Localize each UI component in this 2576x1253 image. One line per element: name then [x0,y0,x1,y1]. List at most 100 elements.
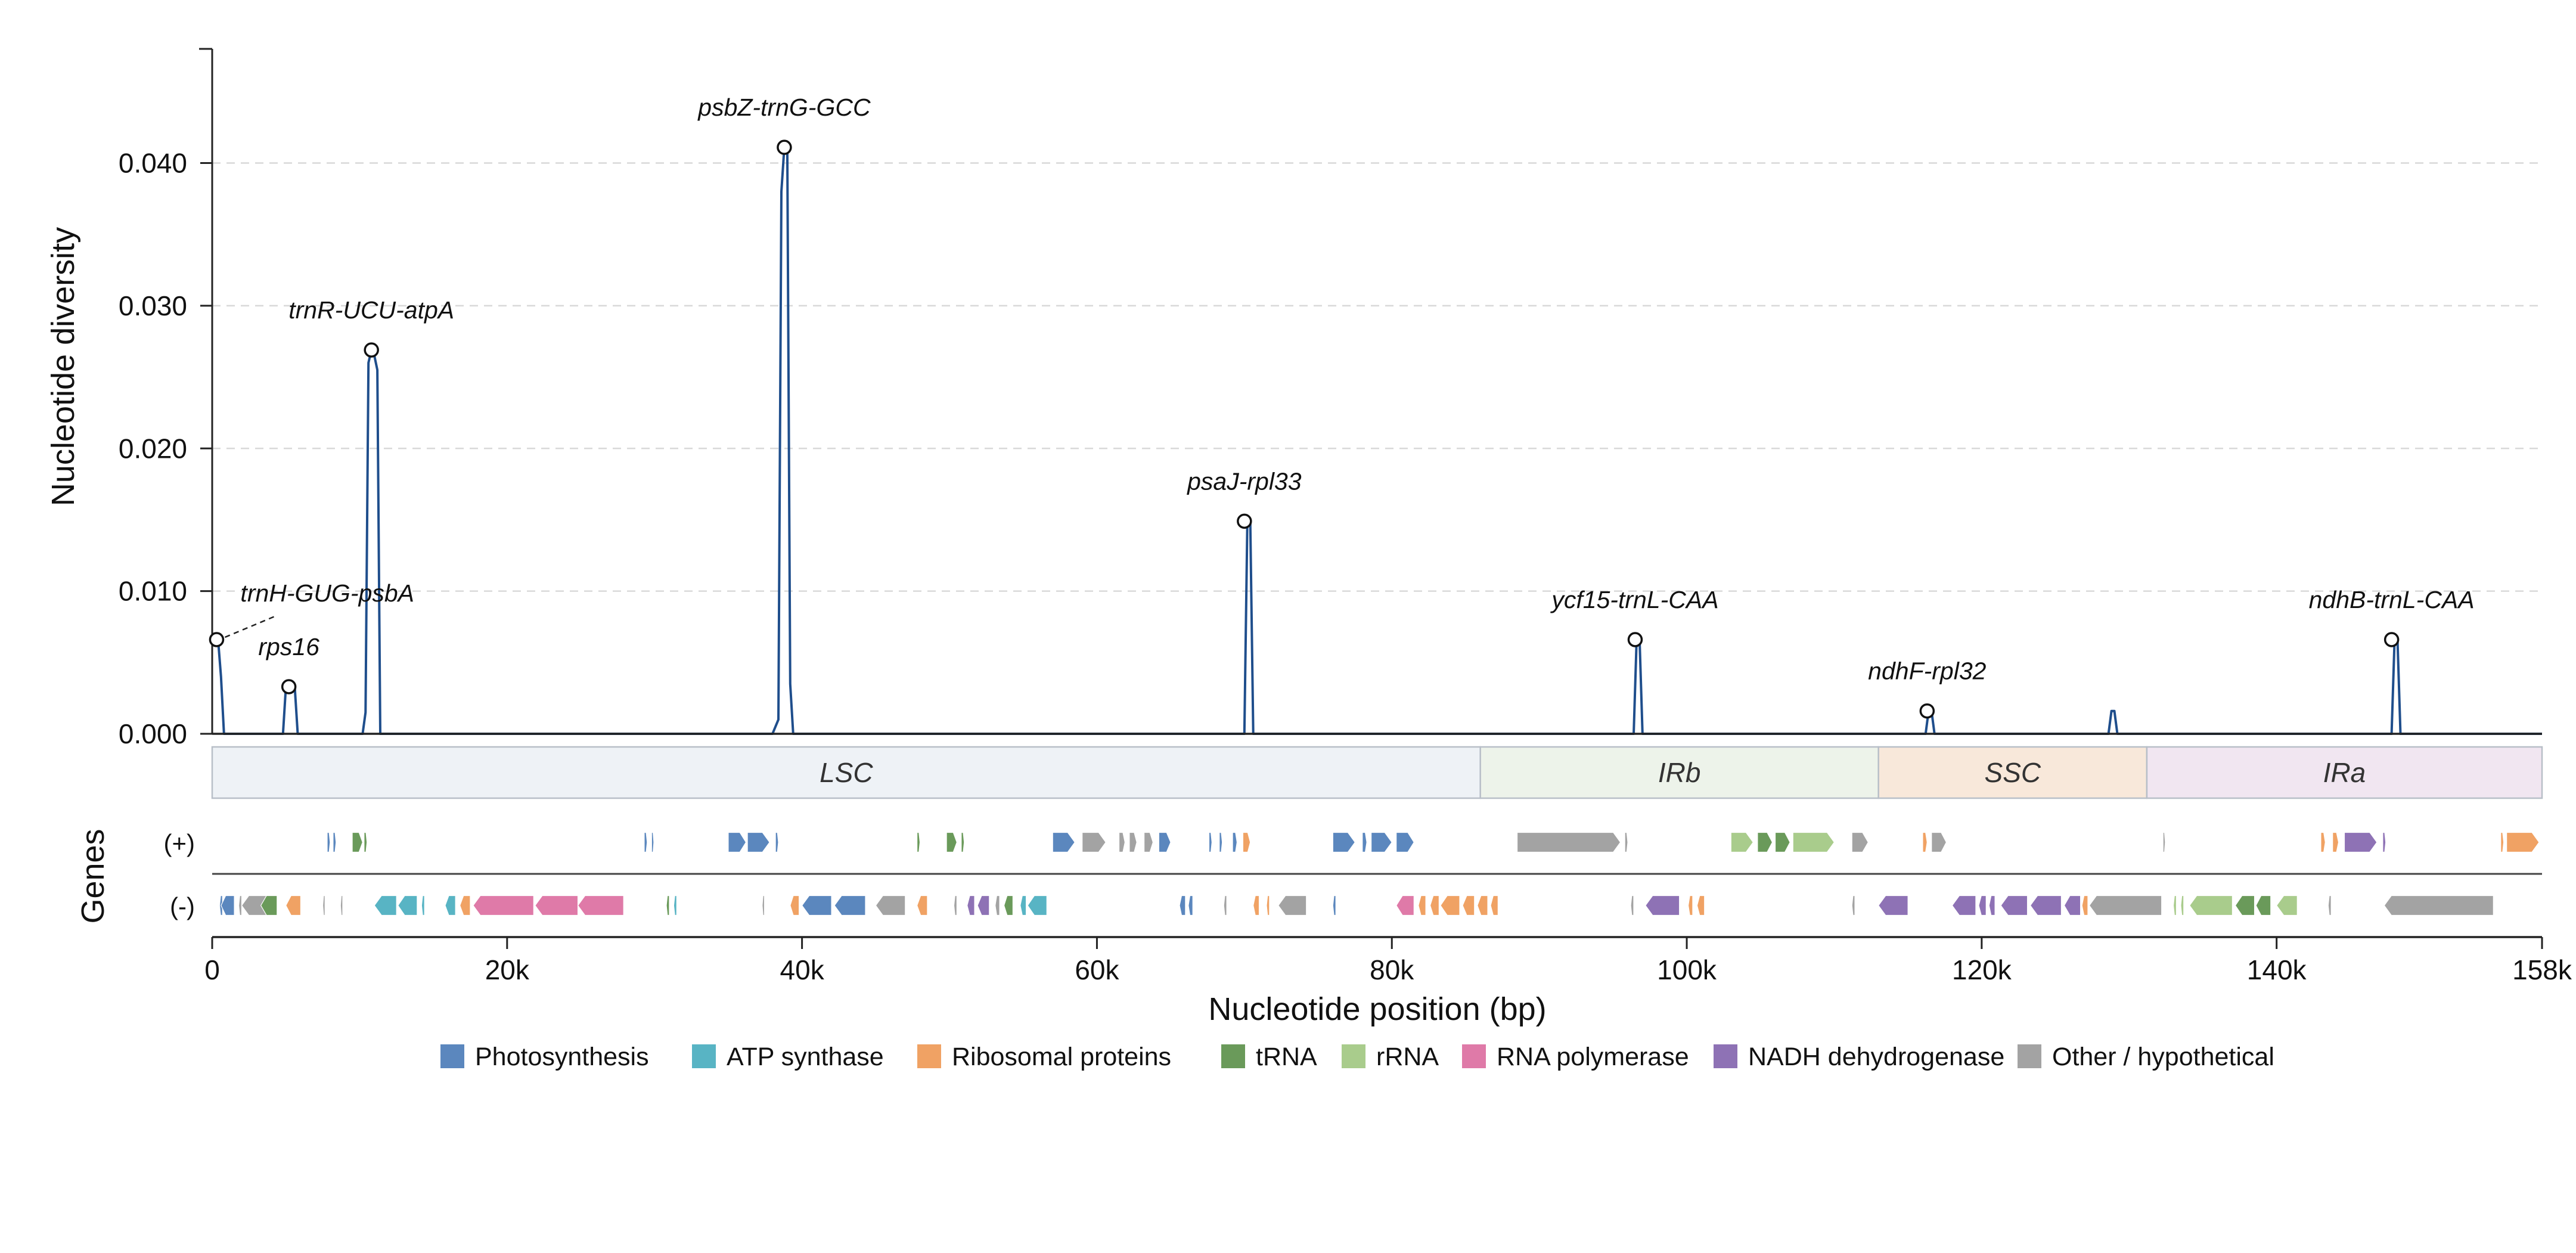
gene-ribo [1429,895,1440,916]
gene-photo [747,832,770,853]
plus-strand-label: (+) [164,829,195,857]
gene-rnap [535,895,579,916]
y-tick-label: 0.040 [119,148,187,179]
legend-swatch [1221,1044,1245,1068]
gene-other [1851,895,1855,916]
legend-label: Photosynthesis [475,1043,649,1071]
gene-other [875,895,906,916]
gene-trna [1757,832,1773,853]
y-axis-title: Nucleotide diversity [45,227,81,506]
minus-strand-label: (-) [170,892,195,920]
gene-track-title: Genes [75,829,111,923]
region-label: LSC [820,757,873,788]
peak-label: rps16 [258,633,319,660]
gene-photo [1208,832,1213,853]
gene-photo [1371,832,1392,853]
gene-photo [1332,895,1336,916]
gene-trna [2234,895,2255,916]
legend-label: NADH dehydrogenase [1748,1043,2004,1071]
gene-ribo [916,895,928,916]
gene-trna [2255,895,2271,916]
gene-other [1223,895,1227,916]
gene-rrna [2180,895,2184,916]
region-lsc [211,746,1481,799]
peak-label: ndhF-rpl32 [1868,657,1986,685]
gene-nadh [2063,895,2081,916]
legend-swatch [1462,1044,1486,1068]
gene-nadh [977,895,990,916]
peak-label: ndhB-trnL-CAA [2309,586,2475,613]
gene-atp [445,895,456,916]
legend-item: NADH dehydrogenase [1714,1043,2004,1071]
gene-other [995,895,1000,916]
gene-ribo [1687,895,1693,916]
gene-ribo [1696,895,1705,916]
gene-atp [673,895,677,916]
legend-item: ATP synthase [692,1043,884,1071]
gene-rnap [1395,895,1414,916]
gene-other [1144,832,1154,853]
gene-ribo [1490,895,1498,916]
gene-photo [1158,832,1171,853]
gene-ribo [2320,832,2326,853]
gene-other [1851,832,1869,853]
x-tick-label: 140k [2247,954,2307,985]
legend: Photosynthesis ATP synthase Ribosomal prot… [440,1043,2274,1071]
gene-photo [1332,832,1356,853]
gene-ribo [1440,895,1460,916]
gene-photo [333,832,337,853]
gene-ribo [1266,895,1270,916]
gene-trna [352,832,363,853]
region-ira [2146,746,2543,799]
gene-ribo [1418,895,1426,916]
peak-marker [1237,513,1252,529]
gene-atp [398,895,418,916]
legend-swatch [917,1044,941,1068]
legend-label: Other / hypothetical [2052,1043,2274,1071]
peak-label: trnR-UCU-atpA [288,296,454,324]
region-label: SSC [1985,757,2041,788]
gene-other [2088,895,2162,916]
gene-photo [1188,895,1193,916]
axes: 0.000 0.010 0.020 0.030 0.040 0 20k 40k 60k 80k 10… [119,48,2572,985]
gene-other [1118,832,1126,853]
peak-marker [209,632,225,647]
gene-photo [1232,832,1238,853]
gene-photo [1219,832,1223,853]
gene-trna [364,832,368,853]
genome-region-bar: LSC IRb SSC IRa [211,746,2543,799]
gene-ribo [460,895,471,916]
gene-nadh [2029,895,2062,916]
peak-label: psaJ-rpl33 [1186,467,1302,495]
gene-nadh [1978,895,1987,916]
gene-other [1630,895,1634,916]
legend-label: ATP synthase [727,1043,884,1071]
peak-marker [1627,632,1643,647]
y-tick-label: 0.020 [119,433,187,464]
gene-atp [1020,895,1027,916]
gene-rrna [1730,832,1754,853]
gene-photo [728,832,747,853]
gene-other [1082,832,1107,853]
y-tick-label: 0.030 [119,290,187,321]
gene-trna [961,832,965,853]
gene-ribo [1477,895,1488,916]
legend-swatch [1342,1044,1365,1068]
gene-rrna [2189,895,2233,916]
peak-annotations: trnH-GUG-psbA rps16 trnR-UCU-atpA psbZ-trnG… [209,94,2475,719]
x-tick-label: 120k [1952,954,2012,985]
gene-nadh [2000,895,2028,916]
gene-other [953,895,957,916]
gene-trna [946,832,958,853]
x-tick-label: 60k [1075,954,1119,985]
x-tick-label: 40k [780,954,825,985]
gene-other [1516,832,1621,853]
legend-swatch [1714,1044,1737,1068]
gene-atp [1027,895,1047,916]
gene-nadh [2382,832,2386,853]
gene-trna [666,895,670,916]
gene-nadh [967,895,975,916]
legend-item: Ribosomal proteins [917,1043,1171,1071]
gene-ribo [2506,832,2540,853]
